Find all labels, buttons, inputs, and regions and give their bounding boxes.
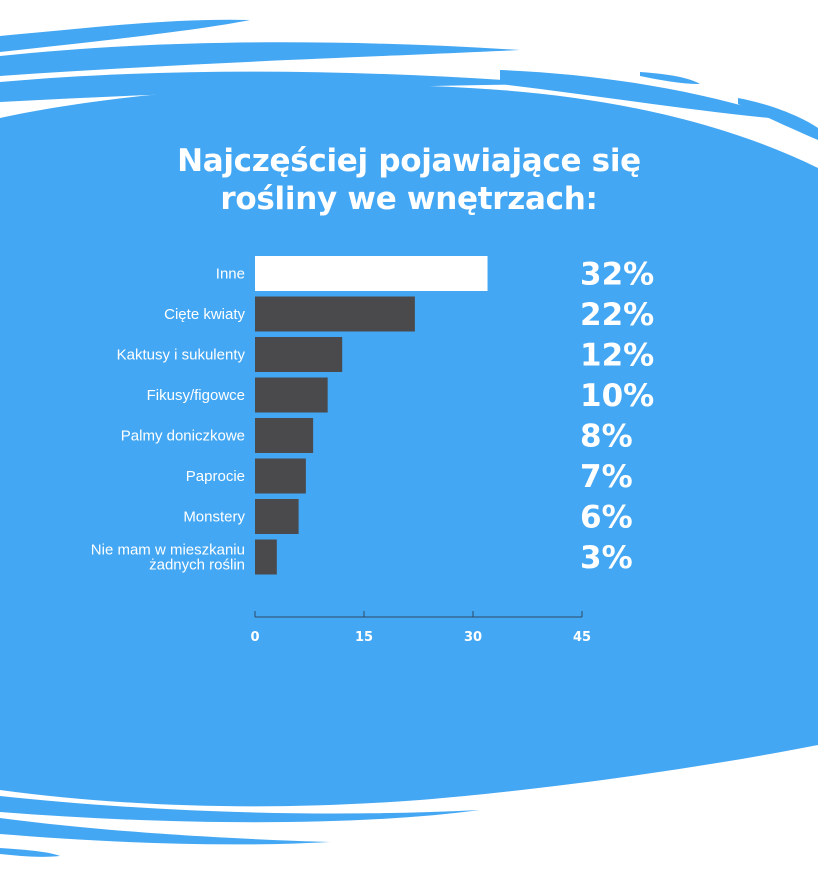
category-label-2: Kaktusy i sukulenty: [117, 347, 246, 364]
category-label-1: Cięte kwiaty: [164, 306, 245, 323]
value-label-1: 22%: [580, 297, 654, 333]
category-label-line: Paprocie: [186, 468, 245, 485]
category-label-4: Palmy doniczkowe: [121, 428, 245, 445]
category-label-line: Kaktusy i sukulenty: [117, 347, 246, 364]
brush-stroke: [500, 70, 790, 120]
x-tick-label-2: 30: [464, 630, 482, 645]
category-label-line: żadnych roślin: [149, 557, 245, 574]
bar-6: [255, 499, 299, 534]
x-axis: 0 15 30 45: [250, 611, 591, 645]
x-tick-label-0: 0: [250, 630, 259, 645]
chart-title-line-2: rośliny we wnętrzach:: [220, 181, 598, 217]
category-label-line: Nie mam w mieszkaniu: [91, 542, 245, 559]
category-label-3: Fikusy/figowce: [147, 387, 245, 404]
brush-stroke: [0, 818, 330, 845]
bar-3: [255, 377, 328, 413]
chart-title: Najczęściej pojawiające się rośliny we w…: [0, 142, 818, 218]
value-label-4: 8%: [580, 419, 633, 455]
category-label-0: Inne: [216, 266, 245, 283]
category-label-line: Cięte kwiaty: [164, 306, 245, 323]
category-label-line: Monstery: [183, 509, 245, 526]
x-tick-label-3: 45: [573, 630, 591, 645]
brush-stroke: [738, 98, 818, 140]
brush-stroke: [0, 848, 60, 857]
value-label-3: 10%: [580, 378, 654, 414]
bar-4: [255, 418, 314, 453]
category-label-line: Fikusy/figowce: [147, 387, 245, 404]
category-labels-group: Inne Cięte kwiaty Kaktusy i sukulenty Fikus…: [91, 266, 246, 574]
category-label-6: Monstery: [183, 509, 245, 526]
bar-0: [255, 256, 488, 291]
chart-title-line-1: Najczęściej pojawiające się: [177, 143, 641, 179]
value-label-7: 3%: [580, 540, 633, 576]
value-label-2: 12%: [580, 338, 654, 374]
bar-5: [255, 458, 306, 494]
bar-7: [255, 539, 277, 575]
brush-stroke: [0, 42, 520, 76]
brush-stroke: [0, 19, 250, 52]
value-label-6: 6%: [580, 500, 633, 536]
brush-stroke: [0, 796, 480, 823]
value-label-0: 32%: [580, 257, 654, 293]
category-label-line: Palmy doniczkowe: [121, 428, 245, 445]
background-blob: [0, 84, 818, 807]
bar-2: [255, 337, 343, 372]
bar-1: [255, 296, 415, 332]
category-label-5: Paprocie: [186, 468, 245, 485]
brush-stroke: [0, 71, 560, 102]
category-label-7: Nie mam w mieszkaniu żadnych roślin: [91, 542, 245, 574]
value-label-5: 7%: [580, 459, 633, 495]
category-label-line: Inne: [216, 266, 245, 283]
value-labels-group: 32% 22% 12% 10% 8% 7% 6% 3%: [580, 257, 654, 577]
brush-stroke: [640, 72, 700, 84]
x-tick-label-1: 15: [355, 630, 373, 645]
bars-group: [255, 256, 488, 575]
